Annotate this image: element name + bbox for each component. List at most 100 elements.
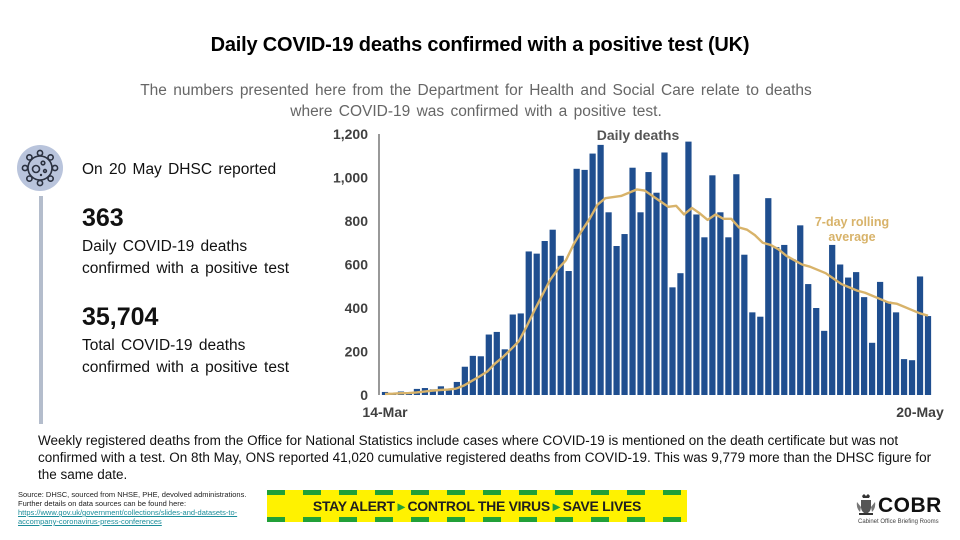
daily-deaths-bar [605, 212, 612, 395]
daily-deaths-bar [613, 246, 620, 395]
y-axis-ticks: 0 200 400 600 800 1,000 1,200 [333, 126, 368, 403]
rolling-average-line [384, 188, 929, 396]
daily-deaths-bar [717, 212, 724, 395]
daily-deaths-bar [645, 172, 652, 395]
total-deaths-value: 35,704 [82, 303, 159, 331]
daily-deaths-bar [533, 253, 540, 396]
banner-text: STAY ALERT ▸ CONTROL THE VIRUS ▸ SAVE LIVES [267, 498, 687, 515]
daily-deaths-bar [565, 271, 572, 395]
banner-stripes-bottom [267, 517, 687, 522]
daily-deaths-bar [445, 389, 452, 395]
ons-note: Weekly registered deaths from the Office… [38, 433, 932, 482]
daily-deaths-bar [541, 241, 548, 395]
virus-icon [17, 145, 63, 191]
daily-deaths-bar [701, 237, 708, 395]
daily-deaths-bar [908, 360, 916, 395]
daily-deaths-bar [876, 281, 884, 395]
daily-deaths-chart: 0 200 400 600 800 1,000 1,200 14-Mar 20-May Da… [333, 126, 944, 420]
daily-deaths-value: 363 [82, 204, 124, 232]
banner-stripes-top [267, 490, 687, 495]
daily-deaths-bar [677, 273, 684, 395]
daily-deaths-bar [837, 264, 844, 395]
daily-deaths-bar [741, 254, 748, 395]
daily-deaths-bar [853, 272, 860, 395]
daily-deaths-bar [557, 255, 564, 395]
cobr-subtitle: Cabinet Office Briefing Rooms [858, 519, 939, 525]
daily-deaths-bar [589, 153, 596, 395]
bars [381, 141, 932, 396]
royal-crest-icon [856, 494, 876, 515]
timeline-bar [39, 196, 43, 424]
daily-deaths-bar [549, 229, 556, 395]
daily-deaths-bar [581, 169, 588, 395]
source-text: Source: DHSC, sourced from NHSE, PHE, de… [18, 490, 247, 508]
chevron-right-icon: ▸ [397, 498, 405, 514]
cobr-wordmark: COBR [878, 494, 942, 517]
daily-deaths-bar [501, 349, 508, 395]
daily-deaths-bar [884, 301, 892, 395]
daily-deaths-bar [900, 359, 908, 395]
banner-phrase-1: STAY ALERT [312, 498, 395, 514]
daily-deaths-bar [829, 244, 836, 395]
daily-deaths-bar [892, 312, 900, 395]
daily-deaths-bar [789, 259, 796, 395]
y-tick-label: 1,200 [333, 126, 368, 142]
x-end-label: 20-May [896, 404, 944, 420]
daily-deaths-bar [845, 277, 852, 395]
rolling-average-label-2: average [828, 230, 875, 244]
banner-phrase-2: CONTROL THE VIRUS [407, 498, 550, 514]
y-tick-label: 600 [345, 257, 369, 273]
stay-alert-banner: STAY ALERT ▸ CONTROL THE VIRUS ▸ SAVE LIVES [267, 490, 687, 522]
daily-deaths-bar [868, 342, 876, 395]
daily-deaths-bar [669, 287, 676, 395]
source-link[interactable]: https://www.gov.uk/government/collection… [18, 508, 238, 526]
daily-deaths-bar [709, 175, 716, 395]
daily-deaths-bar [749, 312, 756, 395]
daily-deaths-bar [469, 355, 476, 395]
daily-deaths-bar [653, 192, 660, 395]
daily-deaths-bar [461, 366, 468, 395]
daily-deaths-bar [429, 389, 437, 395]
y-tick-label: 400 [345, 300, 369, 316]
reported-date-text: On 20 May DHSC reported [82, 161, 277, 178]
daily-deaths-bar [509, 314, 516, 395]
page-title: Daily COVID-19 deaths confirmed with a p… [210, 34, 750, 56]
y-tick-label: 0 [360, 387, 368, 403]
daily-deaths-bar [765, 198, 772, 395]
daily-deaths-bar [861, 297, 868, 396]
daily-deaths-bar [693, 214, 700, 395]
daily-deaths-series-label: Daily deaths [597, 127, 680, 143]
daily-deaths-bar [813, 308, 820, 395]
daily-deaths-bar [733, 174, 740, 395]
x-start-label: 14-Mar [362, 404, 408, 420]
rolling-average-label-1: 7-day rolling [815, 215, 889, 229]
daily-deaths-bar [725, 237, 732, 395]
chevron-right-icon: ▸ [552, 498, 560, 514]
daily-deaths-bar [685, 141, 692, 395]
source-note: Source: DHSC, sourced from NHSE, PHE, de… [18, 490, 263, 526]
daily-deaths-bar [517, 313, 524, 395]
banner-phrase-3: SAVE LIVES [562, 498, 642, 514]
daily-deaths-bar [757, 316, 764, 395]
y-tick-label: 200 [345, 344, 369, 360]
daily-deaths-bar [797, 225, 804, 395]
daily-deaths-bar [629, 167, 636, 395]
daily-deaths-bar [916, 276, 924, 395]
daily-deaths-bar [781, 244, 788, 395]
total-deaths-label-1: Total COVID-19 deaths [82, 337, 246, 354]
daily-deaths-bar [573, 168, 580, 395]
daily-deaths-bar [621, 234, 628, 395]
daily-deaths-bar [924, 316, 932, 395]
y-tick-label: 800 [345, 213, 369, 229]
page-subtitle: The numbers presented here from the Depa… [140, 82, 812, 120]
daily-deaths-bar [637, 212, 644, 395]
daily-deaths-bar [661, 152, 668, 395]
daily-deaths-bar [773, 247, 780, 395]
daily-deaths-bar [485, 334, 492, 395]
y-tick-label: 1,000 [333, 170, 368, 186]
daily-deaths-bar [821, 330, 828, 395]
daily-deaths-label-2: confirmed with a positive test [82, 260, 290, 277]
daily-deaths-bar [805, 284, 812, 395]
total-deaths-label-2: confirmed with a positive test [82, 359, 290, 376]
daily-deaths-bar [597, 144, 604, 396]
